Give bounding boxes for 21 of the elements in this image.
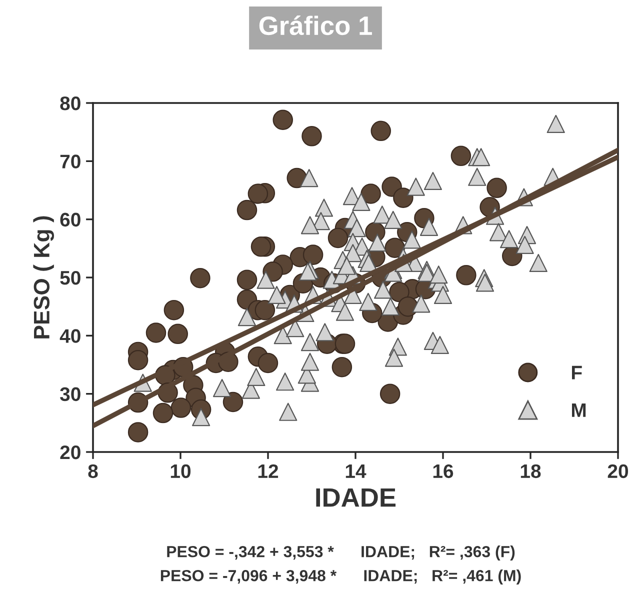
x-tick-label: 12 xyxy=(258,464,278,478)
text: PESO = -7,096 + 3,948 * IDADE; R²= ,461 (M) xyxy=(160,570,521,584)
y-tick-label: 30 xyxy=(60,387,80,402)
x-tick-label: 10 xyxy=(170,464,191,478)
text: PESO = -,342 + 3,553 * IDADE; R²= ,363 (F) xyxy=(167,546,515,560)
y-tick-label: 40 xyxy=(60,329,80,343)
y-tick-label: 70 xyxy=(60,154,80,168)
x-tick-label: 16 xyxy=(433,464,454,478)
y-axis-title: PESO ( Kg ) xyxy=(33,216,54,338)
x-tick-label: 18 xyxy=(520,464,541,478)
x-tick-label: 20 xyxy=(608,464,628,478)
y-tick-label: 60 xyxy=(60,212,80,227)
legend-label: F xyxy=(572,366,582,380)
y-tick-label: 20 xyxy=(60,445,80,460)
x-axis-title: IDADE xyxy=(316,488,396,507)
y-tick-label: 50 xyxy=(60,270,80,285)
x-tick-label: 14 xyxy=(346,464,366,478)
x-tick-label: 8 xyxy=(88,464,98,478)
y-tick-label: 80 xyxy=(60,96,80,110)
chart-title: Gráfico 1 xyxy=(259,15,372,36)
legend-label: M xyxy=(572,403,586,417)
